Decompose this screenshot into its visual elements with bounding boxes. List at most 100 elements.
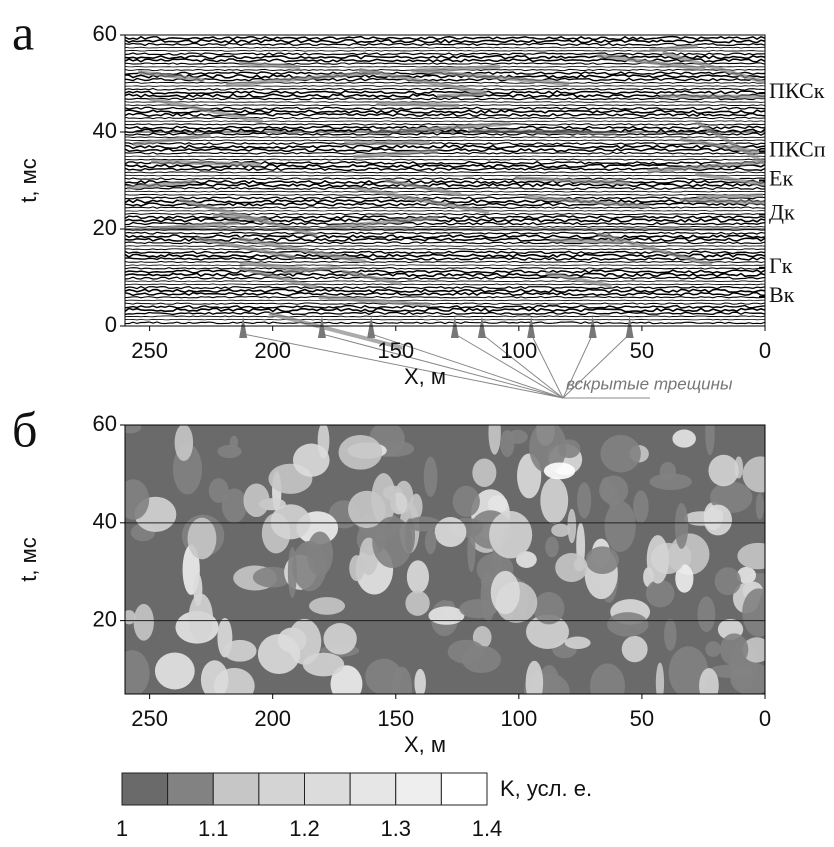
contour-patch xyxy=(605,501,636,552)
contour-patch xyxy=(425,529,436,554)
contour-patch xyxy=(201,660,229,699)
colorbar-tick-label: 1.4 xyxy=(472,816,503,841)
seismic-streak xyxy=(697,195,763,197)
contour-patch xyxy=(586,546,619,574)
contour-patch xyxy=(558,439,580,458)
contour-patch xyxy=(118,479,149,519)
contour-patch xyxy=(472,458,496,487)
contour-patch xyxy=(407,560,429,593)
seismic-streak xyxy=(344,143,430,144)
x-axis-title: X, м xyxy=(404,732,446,757)
x-tick-label: 250 xyxy=(131,338,168,363)
contour-patch xyxy=(155,652,195,689)
contour-patch xyxy=(697,596,715,632)
contour-patch xyxy=(742,588,775,636)
colorbar-tick-label: 1.2 xyxy=(289,816,320,841)
contour-patch xyxy=(664,619,676,651)
contour-patch xyxy=(600,435,640,473)
contour-patch xyxy=(188,518,217,560)
horizon-label: ПКСк xyxy=(769,78,825,103)
contour-patch xyxy=(720,633,748,665)
contour-patch xyxy=(544,462,575,479)
y-tick-label: 40 xyxy=(93,509,117,534)
contour-patch xyxy=(608,486,618,510)
colorbar-cell xyxy=(396,773,442,805)
contour-patch xyxy=(428,606,464,624)
contour-patch xyxy=(672,430,696,448)
contour-patch xyxy=(526,661,544,705)
contour-patch xyxy=(134,604,154,641)
seismic-streak xyxy=(437,94,485,96)
y-axis-title: t, мс xyxy=(16,158,41,202)
seismic-streak xyxy=(680,200,765,203)
contour-patch xyxy=(488,410,500,454)
contour-patch xyxy=(258,634,300,674)
contour-patch xyxy=(217,445,241,458)
contour-patch xyxy=(649,473,691,490)
contour-patch xyxy=(708,455,738,487)
contour-patch xyxy=(533,592,564,624)
y-tick-label: 0 xyxy=(105,312,117,337)
horizon-label: Ек xyxy=(769,166,793,191)
contour-patch xyxy=(705,411,714,455)
colorbar-cell xyxy=(259,773,305,805)
contour-patch xyxy=(372,517,412,568)
contour-patch xyxy=(500,430,514,457)
contour-patch xyxy=(656,662,664,702)
contour-patch xyxy=(742,456,778,492)
contour-patch xyxy=(699,668,719,703)
contour-patch xyxy=(189,594,213,643)
horizon-label: ПКСп xyxy=(769,136,826,161)
contour-patch xyxy=(405,591,429,616)
contour-patch xyxy=(756,493,764,519)
y-tick-label: 40 xyxy=(93,118,117,143)
contour-patch xyxy=(590,663,625,708)
contour-patch xyxy=(293,444,330,477)
y-axis-title: t, мс xyxy=(16,537,41,581)
colorbar-cell xyxy=(213,773,259,805)
y-tick-label: 60 xyxy=(93,21,117,46)
horizon-label: Дк xyxy=(769,199,795,224)
contour-patch xyxy=(491,571,520,614)
panel-label: а xyxy=(12,4,34,60)
contour-patch xyxy=(309,597,345,615)
contour-patch xyxy=(209,478,229,503)
contour-patch xyxy=(633,490,649,523)
contour-patch xyxy=(540,477,568,524)
contour-patch xyxy=(365,659,402,695)
y-tick-label: 20 xyxy=(93,606,117,631)
contour-patch xyxy=(715,567,741,595)
contour-patch xyxy=(577,482,591,518)
contour-patch xyxy=(622,636,648,662)
contour-patch xyxy=(119,421,141,433)
contour-patch xyxy=(565,637,591,649)
x-tick-label: 0 xyxy=(759,338,771,363)
x-tick-label: 50 xyxy=(630,338,654,363)
contour-patch xyxy=(414,669,426,697)
contour-patch xyxy=(424,457,438,497)
contour-patch xyxy=(467,528,475,572)
x-tick-label: 200 xyxy=(254,706,291,731)
x-tick-label: 150 xyxy=(377,338,414,363)
x-tick-label: 100 xyxy=(500,706,537,731)
horizon-label: Гк xyxy=(769,253,793,278)
contour-patch xyxy=(737,543,778,569)
contour-patch xyxy=(288,547,297,598)
contour-patch xyxy=(243,484,269,518)
x-tick-label: 200 xyxy=(254,338,291,363)
contour-patch xyxy=(551,524,570,537)
contour-patch xyxy=(704,505,732,536)
contour-patch xyxy=(545,537,559,558)
colorbar-tick-label: 1.1 xyxy=(198,816,229,841)
contour-patch xyxy=(435,517,467,547)
y-tick-label: 20 xyxy=(93,215,117,240)
colorbar-cell xyxy=(441,773,487,805)
x-tick-label: 100 xyxy=(500,338,537,363)
x-tick-label: 250 xyxy=(131,706,168,731)
contour-patch xyxy=(292,541,326,591)
contour-patch xyxy=(567,509,576,543)
colorbar-cell xyxy=(122,773,168,805)
contour-patch xyxy=(705,641,721,657)
contour-patch xyxy=(555,553,587,582)
